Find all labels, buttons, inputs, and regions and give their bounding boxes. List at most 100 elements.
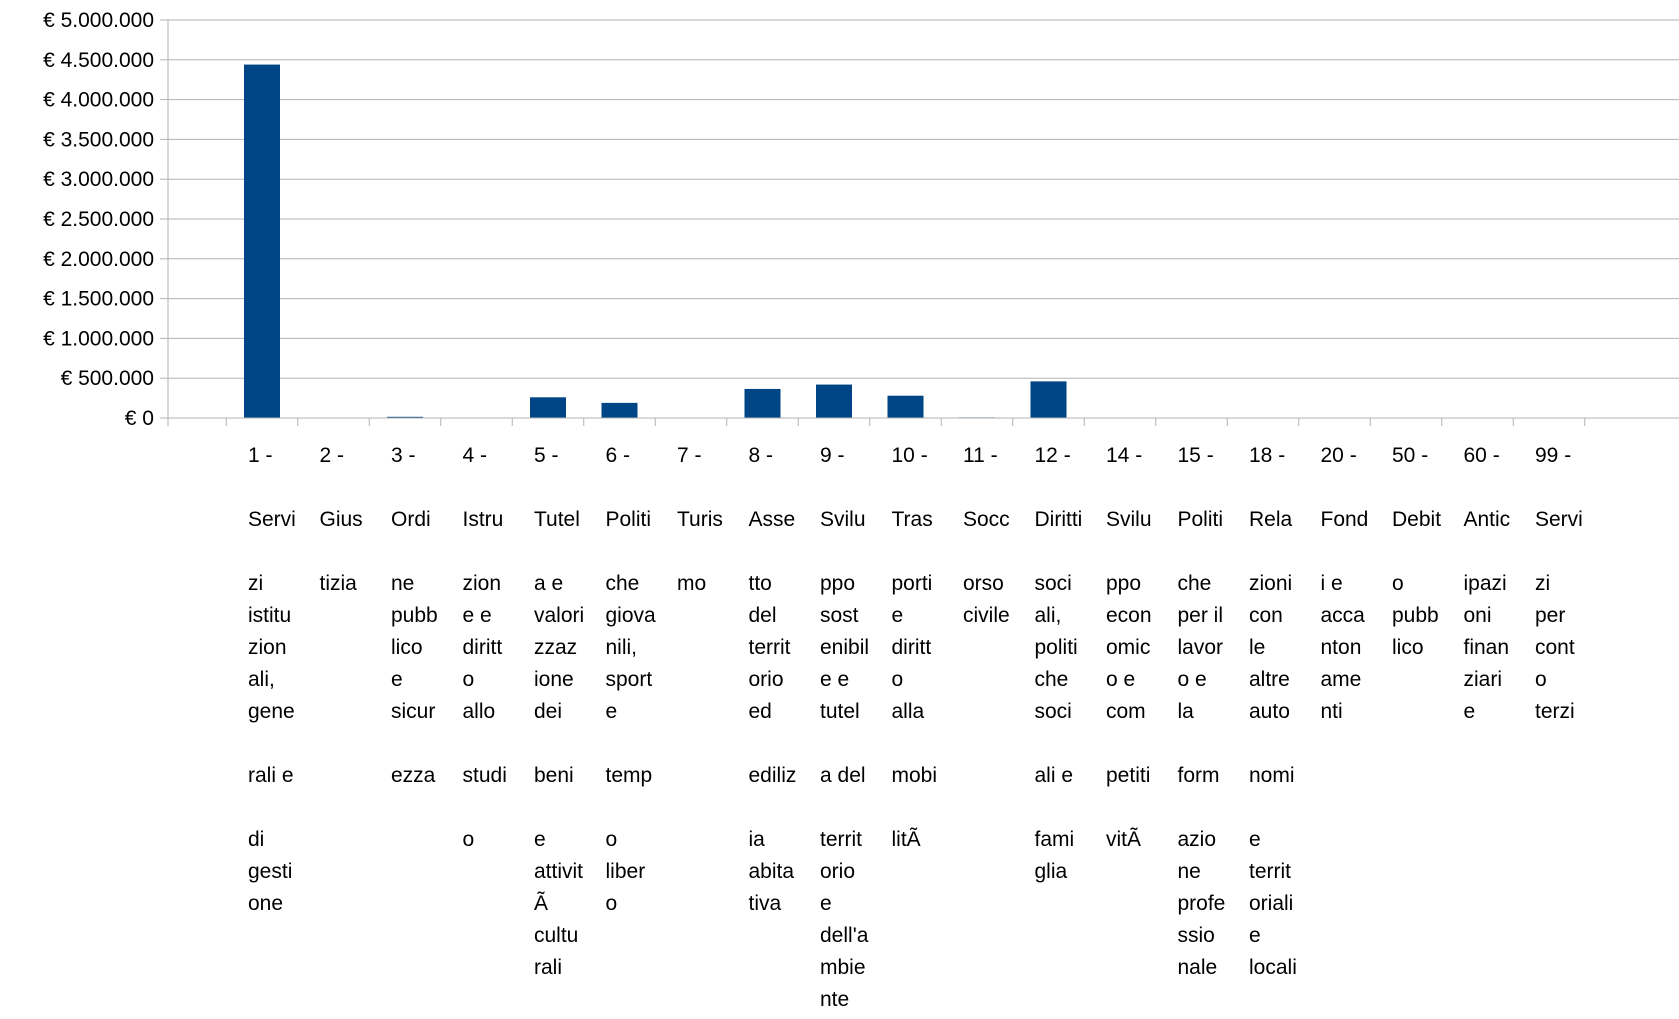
x-category-label-line: e bbox=[606, 700, 618, 723]
x-category-label: 20 - Fond i e acca nton ame nti bbox=[1321, 444, 1369, 723]
x-category-label-line: locali bbox=[1249, 956, 1297, 979]
x-category-label: 7 - Turis mo bbox=[677, 444, 723, 595]
x-category-label-line: o e bbox=[1178, 668, 1207, 691]
x-category-label-line: che bbox=[1178, 572, 1212, 595]
x-category-label-line: 14 - bbox=[1106, 444, 1142, 467]
x-category-label-line: 2 - bbox=[320, 444, 345, 467]
x-category-label-line: alla bbox=[892, 700, 925, 723]
x-category-label-line: temp bbox=[606, 764, 653, 787]
x-category-label-line: Ordi bbox=[391, 508, 431, 531]
x-category-label-line: ali, bbox=[248, 668, 275, 691]
x-category-label-line: orso bbox=[963, 572, 1004, 595]
x-category-label-line: 7 - bbox=[677, 444, 702, 467]
x-category-label-line: gene bbox=[248, 700, 295, 723]
x-category-label-line: 99 - bbox=[1535, 444, 1571, 467]
y-tick-label: € 1.500.000 bbox=[43, 288, 154, 311]
x-category-label-line: o e bbox=[1106, 668, 1135, 691]
x-category-label-line: Rela bbox=[1249, 508, 1293, 531]
x-category-label-line: form bbox=[1178, 764, 1220, 787]
x-category-label-line: lico bbox=[1392, 636, 1424, 659]
bar bbox=[244, 64, 280, 419]
x-category-label-line: Debit bbox=[1392, 508, 1441, 531]
x-category-label-line: territ bbox=[749, 636, 791, 659]
x-category-label-line: Servi bbox=[248, 508, 296, 531]
bar bbox=[601, 402, 638, 418]
x-category-label-line: a e bbox=[534, 572, 563, 595]
bar bbox=[530, 397, 566, 418]
x-category-label-line: o bbox=[1392, 572, 1404, 595]
x-category-label: 10 - Tras porti e diritt o alla mobi litÃ bbox=[892, 444, 938, 851]
bars bbox=[244, 64, 1067, 419]
x-category-label-line: o bbox=[463, 828, 475, 851]
x-category-label-line: abita bbox=[749, 860, 795, 883]
x-category-label-line: studi bbox=[463, 764, 507, 787]
bar bbox=[387, 416, 423, 418]
y-tick-label: € 0 bbox=[125, 407, 154, 430]
x-category-label-line: zioni bbox=[1249, 572, 1292, 595]
x-category-label-line: e e bbox=[463, 604, 492, 627]
x-category-label-line: 8 - bbox=[749, 444, 774, 467]
x-category-label-line: terzi bbox=[1535, 700, 1575, 723]
x-category-label-line: Politi bbox=[606, 508, 652, 531]
x-category-label-line: 9 - bbox=[820, 444, 845, 467]
grid-lines bbox=[168, 19, 1679, 419]
x-category-label-line: 18 - bbox=[1249, 444, 1285, 467]
x-category-label-line: Tras bbox=[892, 508, 933, 531]
x-category-label-line: e bbox=[1464, 700, 1476, 723]
x-category-label-line: 60 - bbox=[1464, 444, 1500, 467]
x-category-label-line: 12 - bbox=[1035, 444, 1071, 467]
x-category-label-line: ediliz bbox=[749, 764, 797, 787]
x-category-label-line: politi bbox=[1035, 636, 1078, 659]
x-category-label-line: e bbox=[1249, 828, 1261, 851]
x-category-label-line: gesti bbox=[248, 860, 292, 883]
x-category-label-line: orio bbox=[820, 860, 855, 883]
bar bbox=[744, 388, 781, 418]
x-category-label-line: ia bbox=[749, 828, 766, 851]
x-category-label-line: di bbox=[248, 828, 264, 851]
x-category-label: 9 - Svilu ppo sost enibil e e tutel a del territ… bbox=[820, 444, 869, 1011]
y-tick-label: € 2.000.000 bbox=[43, 248, 154, 271]
x-category-label-line: nte bbox=[820, 988, 849, 1011]
x-category-label-line: giova bbox=[606, 604, 657, 627]
x-category-label-line: cont bbox=[1535, 636, 1575, 659]
x-category-label-line: o bbox=[463, 668, 475, 691]
x-category-label-line: 50 - bbox=[1392, 444, 1428, 467]
x-category-label-line: Gius bbox=[320, 508, 363, 531]
x-category-label: 8 - Asse tto del territ orio ed ediliz ia abita ti… bbox=[749, 444, 797, 915]
x-category-label-line: zion bbox=[248, 636, 287, 659]
x-category-label-line: e bbox=[534, 828, 546, 851]
x-category-label-line: pubb bbox=[391, 604, 438, 627]
x-category-label-line: e bbox=[391, 668, 403, 691]
x-category-label-line: porti bbox=[892, 572, 933, 595]
x-category-label-line: 4 - bbox=[463, 444, 488, 467]
x-category-label-line: Turis bbox=[677, 508, 723, 531]
x-category-label-line: 10 - bbox=[892, 444, 928, 467]
x-category-label: 50 - Debit o pubb lico bbox=[1392, 444, 1441, 659]
x-category-label-line: altre bbox=[1249, 668, 1290, 691]
x-category-label-line: ppo bbox=[1106, 572, 1141, 595]
x-category-label: 1 - Servi zi istitu zion ali, gene rali e di gest… bbox=[248, 444, 296, 915]
x-category-label-line: con bbox=[1249, 604, 1283, 627]
x-category-label-line: o bbox=[892, 668, 904, 691]
x-category-label-line: territ bbox=[1249, 860, 1291, 883]
x-category-label-line: o bbox=[606, 828, 618, 851]
x-category-label-line: ppo bbox=[820, 572, 855, 595]
x-category-label-line: soci bbox=[1035, 700, 1072, 723]
x-category-label-line: sport bbox=[606, 668, 653, 691]
x-category-label-line: per bbox=[1535, 604, 1565, 627]
x-category-label-line: 20 - bbox=[1321, 444, 1357, 467]
x-category-label-line: istitu bbox=[248, 604, 291, 627]
x-category-label-line: le bbox=[1249, 636, 1265, 659]
x-category-label-line: 11 - bbox=[963, 444, 998, 467]
x-category-label-line: a del bbox=[820, 764, 866, 787]
x-category-label-line: Antic bbox=[1464, 508, 1511, 531]
x-category-label-line: lavor bbox=[1178, 636, 1224, 659]
x-category-label-line: ziari bbox=[1464, 668, 1503, 691]
x-category-label-line: orio bbox=[749, 668, 784, 691]
x-category-label-line: ssio bbox=[1178, 924, 1215, 947]
x-category-label-line: diritt bbox=[892, 636, 932, 659]
y-tick-label: € 4.000.000 bbox=[43, 89, 154, 112]
x-category-label-line: o bbox=[606, 892, 618, 915]
x-category-label-line: rali bbox=[534, 956, 562, 979]
